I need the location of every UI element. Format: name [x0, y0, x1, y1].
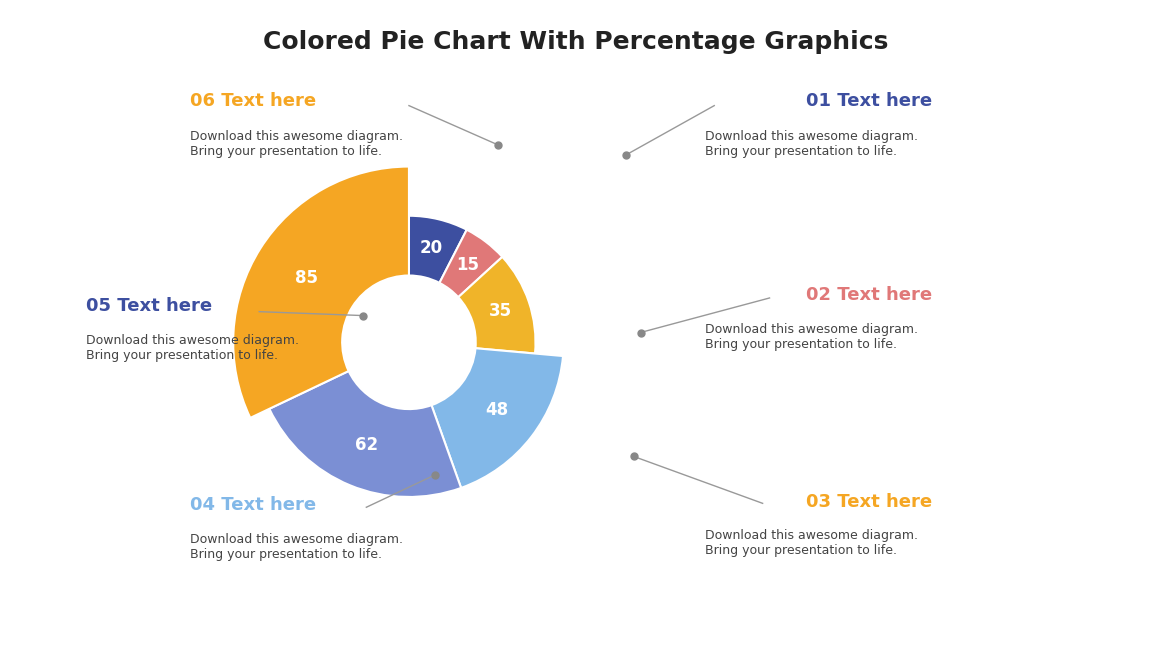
- Text: 02 Text here: 02 Text here: [806, 286, 932, 304]
- Wedge shape: [432, 348, 563, 488]
- Text: 01 Text here: 01 Text here: [806, 92, 932, 110]
- Wedge shape: [409, 216, 467, 283]
- Wedge shape: [233, 166, 409, 418]
- Text: Download this awesome diagram.
Bring your presentation to life.: Download this awesome diagram. Bring you…: [190, 130, 403, 158]
- Text: 35: 35: [488, 303, 513, 320]
- Text: 03 Text here: 03 Text here: [806, 493, 932, 511]
- Text: Colored Pie Chart With Percentage Graphics: Colored Pie Chart With Percentage Graphi…: [264, 31, 888, 54]
- Wedge shape: [439, 230, 502, 297]
- Text: 48: 48: [485, 401, 508, 419]
- Text: Download this awesome diagram.
Bring your presentation to life.: Download this awesome diagram. Bring you…: [86, 334, 300, 363]
- Text: 05 Text here: 05 Text here: [86, 297, 212, 316]
- Text: 06 Text here: 06 Text here: [190, 92, 316, 110]
- Wedge shape: [458, 257, 536, 353]
- Text: 20: 20: [420, 239, 444, 258]
- Text: Download this awesome diagram.
Bring your presentation to life.: Download this awesome diagram. Bring you…: [705, 529, 918, 557]
- Text: 04 Text here: 04 Text here: [190, 496, 316, 514]
- Wedge shape: [270, 371, 461, 497]
- Text: 62: 62: [355, 436, 378, 454]
- Text: Download this awesome diagram.
Bring your presentation to life.: Download this awesome diagram. Bring you…: [705, 130, 918, 158]
- Text: 15: 15: [456, 256, 479, 274]
- Text: Download this awesome diagram.
Bring your presentation to life.: Download this awesome diagram. Bring you…: [190, 533, 403, 561]
- Text: Download this awesome diagram.
Bring your presentation to life.: Download this awesome diagram. Bring you…: [705, 323, 918, 351]
- Text: 85: 85: [295, 269, 318, 287]
